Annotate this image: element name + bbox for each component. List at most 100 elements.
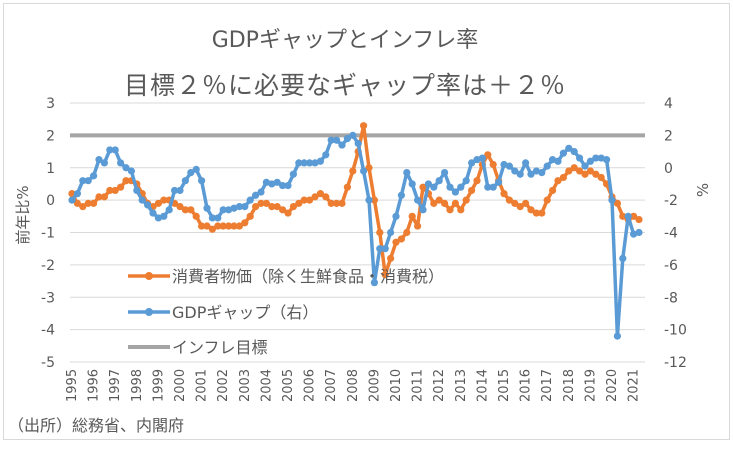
cpi-point <box>592 170 600 178</box>
gdp-gap-point <box>538 169 546 177</box>
cpi-point <box>106 186 114 195</box>
gdp-gap-point <box>473 156 481 164</box>
cpi-point <box>95 193 103 201</box>
x-tick-label: 2017 <box>540 369 555 402</box>
gdp-gap-point <box>543 162 551 170</box>
x-tick-label: 2007 <box>324 369 339 402</box>
gdp-gap-point <box>106 146 114 154</box>
gdp-gap-point <box>527 170 535 178</box>
cpi-point <box>446 206 454 214</box>
x-tick-label: 2006 <box>303 369 318 402</box>
gdp-gap-point <box>457 183 465 191</box>
y2-tick-label: -6 <box>664 258 678 274</box>
gdp-gap-point <box>90 172 98 180</box>
cpi-point <box>387 254 395 262</box>
cpi-point <box>419 183 427 191</box>
legend-label: GDPギャップ（右） <box>172 303 318 322</box>
x-tick-label: 2000 <box>173 369 188 402</box>
gdp-gap-point <box>268 180 276 188</box>
gdp-gap-point <box>554 157 562 165</box>
cpi-point <box>84 199 92 207</box>
cpi-point <box>516 203 524 211</box>
gdp-gap-point <box>203 204 211 212</box>
x-tick-label: 2004 <box>259 369 274 402</box>
y2-tick-label: 4 <box>664 96 673 112</box>
gdp-gap-point <box>149 209 157 217</box>
cpi-point <box>187 206 195 214</box>
cpi-point <box>408 212 416 220</box>
cpi-point <box>225 222 233 230</box>
gdp-gap-point <box>241 203 249 211</box>
gdp-gap-point <box>435 177 443 185</box>
cpi-point <box>176 203 184 211</box>
cpi-point <box>484 151 492 159</box>
y-tick-label: -2 <box>41 258 55 274</box>
cpi-point <box>565 167 573 175</box>
y2-tick-label: -10 <box>664 323 687 339</box>
gdp-gap-point <box>198 177 206 185</box>
cpi-point <box>430 199 438 207</box>
cpi-point <box>160 196 168 204</box>
cpi-point <box>230 222 238 230</box>
cpi-point <box>79 203 87 211</box>
cpi-point <box>257 199 265 207</box>
cpi-point <box>154 199 162 207</box>
gdp-gap-point <box>252 191 260 199</box>
cpi-point <box>435 196 443 204</box>
gdp-gap-point <box>495 178 503 186</box>
gdp-gap-point <box>559 149 568 157</box>
gdp-gap-point <box>360 167 368 175</box>
cpi-point <box>527 206 535 214</box>
gdp-gap-point <box>262 178 270 186</box>
y-axis-label: 前年比% <box>14 185 32 244</box>
cpi-point <box>246 212 254 220</box>
gdp-gap-point <box>608 196 616 204</box>
cpi-point <box>100 193 108 201</box>
cpi-point <box>316 190 324 198</box>
x-tick-label: 1997 <box>108 369 123 402</box>
cpi-point <box>192 212 200 220</box>
gdp-gap-point <box>338 141 346 149</box>
gdp-gap-point <box>246 196 254 204</box>
cpi-point <box>117 183 125 191</box>
cpi-point <box>300 196 308 204</box>
y-tick-label: 0 <box>46 193 55 209</box>
y2-tick-label: 0 <box>664 161 673 177</box>
gdp-gap-point <box>381 245 389 253</box>
x-tick-label: 1996 <box>87 369 102 402</box>
legend-swatch-marker <box>145 272 153 280</box>
x-tick-label: 2001 <box>195 369 210 402</box>
gdp-gap-point <box>208 214 216 222</box>
cpi-point <box>338 199 346 207</box>
x-tick-label: 2011 <box>411 369 426 402</box>
gdp-gap-point <box>408 180 416 188</box>
gdp-gap-point <box>570 147 578 156</box>
gdp-gap-point <box>365 196 373 204</box>
cpi-point <box>522 199 530 207</box>
chart-title: GDPギャップとインフレ率 <box>211 28 479 53</box>
cpi-point <box>198 222 206 230</box>
cpi-point <box>576 167 584 175</box>
gdp-gap-point <box>370 279 378 287</box>
gdp-gap-point <box>111 146 119 154</box>
gdp-gap-point <box>192 165 200 173</box>
gdp-gap-line <box>70 133 640 338</box>
gdp-gap-point <box>597 154 605 162</box>
gdp-gap-point <box>138 196 146 204</box>
cpi-point <box>457 206 465 214</box>
x-tick-label: 2008 <box>346 369 361 402</box>
chart-subtitle: 目標２％に必要なギャップ率は＋２％ <box>123 71 566 100</box>
cpi-point <box>235 222 243 230</box>
cpi-point <box>252 203 260 211</box>
cpi-point <box>295 199 303 207</box>
cpi-point <box>349 167 357 175</box>
source-note: （出所）総務省、内閣府 <box>8 416 185 435</box>
gdp-gap-point <box>219 206 227 214</box>
x-tick-label: 2012 <box>432 369 447 402</box>
cpi-point <box>586 167 595 175</box>
cpi-point <box>343 183 351 191</box>
gdp-gap-point <box>619 254 627 262</box>
gdp-gap-point <box>516 170 524 178</box>
x-tick-label: 2020 <box>605 369 620 402</box>
